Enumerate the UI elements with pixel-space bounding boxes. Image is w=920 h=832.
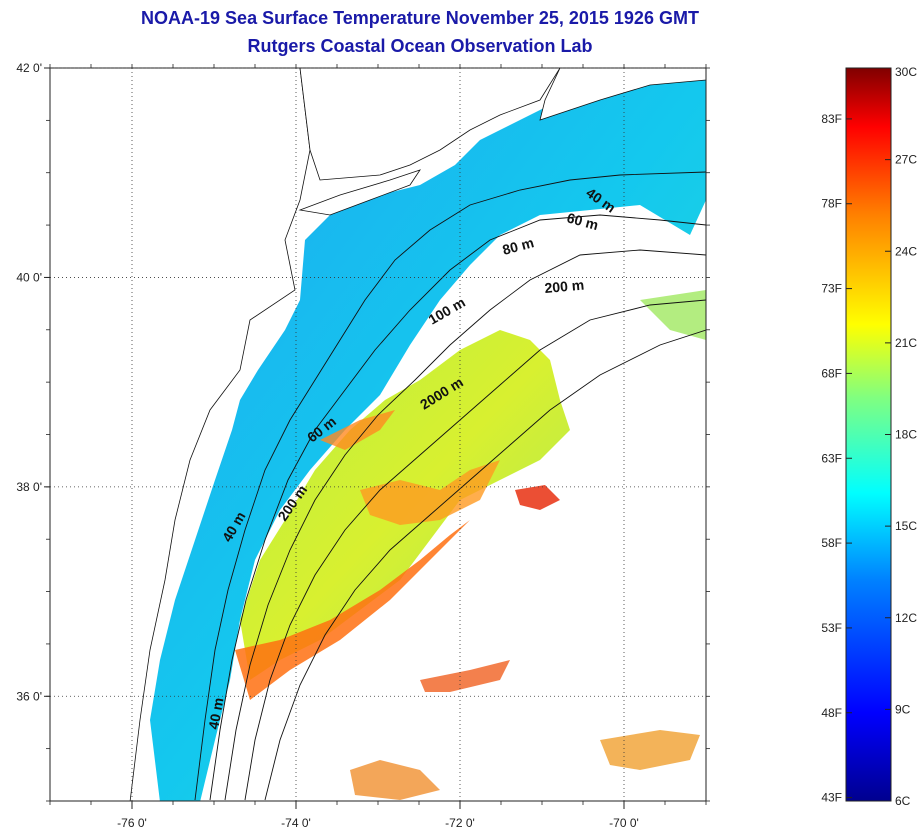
sst-map: 40 m 60 m 80 m 200 m 100 m 2000 m 60 m 2… [0,0,920,832]
tick-label-lat-2: 38 0' [16,480,42,494]
colorbar-label-f-3: 68F [821,366,842,380]
colorbar-label-c-0: 30C [895,65,917,79]
colorbar-label-c-4: 18C [895,428,917,442]
colorbar-label-f-7: 48F [821,706,842,720]
colorbar [846,68,891,801]
colorbar-label-f-4: 63F [821,451,842,465]
tick-label-lon-1: -74 0' [281,816,311,830]
colorbar-label-c-2: 24C [895,244,917,258]
tick-label-lat-3: 36 0' [16,689,42,703]
colorbar-label-c-7: 9C [895,702,911,716]
colorbar-label-f-1: 78F [821,197,842,211]
colorbar-label-c-8: 6C [895,794,911,808]
colorbar-label-c-6: 12C [895,611,917,625]
tick-label-lat-0: 42 0' [16,61,42,75]
colorbar-label-f-0: 83F [821,112,842,126]
colorbar-label-f-6: 53F [821,621,842,635]
colorbar-label-f-2: 73F [821,282,842,296]
colorbar-label-f-8: 43F [821,791,842,805]
colorbar-label-c-5: 15C [895,519,917,533]
tick-label-lon-0: -76 0' [117,816,147,830]
tick-label-lon-3: -70 0' [609,816,639,830]
sst-image: 40 m 60 m 80 m 200 m 100 m 2000 m 60 m 2… [50,68,706,802]
tick-label-lat-1: 40 0' [16,270,42,284]
colorbar-label-c-1: 27C [895,153,917,167]
colorbar-label-c-3: 21C [895,336,917,350]
tick-label-lon-2: -72 0' [445,816,475,830]
colorbar-label-f-5: 58F [821,536,842,550]
